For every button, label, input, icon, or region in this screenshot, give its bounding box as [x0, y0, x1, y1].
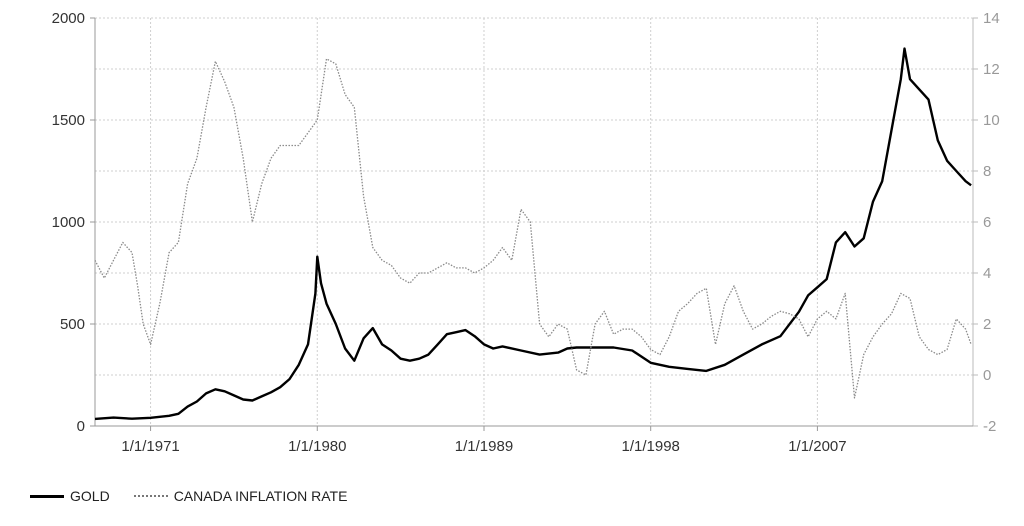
x-tick-label: 1/1/1998 [622, 438, 680, 455]
legend-swatch-gold [30, 494, 64, 498]
x-tick-label: 1/1/1980 [288, 438, 346, 455]
right-tick-label: -2 [983, 418, 996, 435]
right-tick-label: 0 [983, 367, 991, 384]
tick-labels: 1/1/1971 1/1/1980 1/1/1989 1/1/1998 1/1/2007… [52, 10, 1000, 455]
right-tick-label: 8 [983, 163, 991, 180]
legend: GOLD CANADA INFLATION RATE [30, 486, 371, 506]
right-tick-label: 12 [983, 61, 1000, 78]
legend-label-canada-inflation: CANADA INFLATION RATE [173, 488, 348, 504]
gold-vs-canada-inflation-chart: 1/1/1971 1/1/1980 1/1/1989 1/1/1998 1/1/2007… [52, 10, 1000, 455]
legend-item-canada-inflation: CANADA INFLATION RATE [133, 488, 348, 504]
legend-swatch-canada-inflation [133, 495, 168, 497]
x-tick-label: 1/1/1971 [121, 438, 179, 455]
legend-item-gold: GOLD [30, 488, 110, 504]
left-tick-label: 500 [60, 316, 85, 333]
right-tick-label: 4 [983, 265, 991, 282]
x-tick-label: 1/1/2007 [788, 438, 846, 455]
axes [90, 17, 978, 431]
series-line-canada-inflation [94, 58, 972, 399]
left-tick-label: 2000 [52, 10, 85, 27]
right-tick-label: 6 [983, 214, 991, 231]
series-line-gold [94, 47, 972, 421]
left-tick-label: 0 [77, 418, 85, 435]
left-tick-label: 1000 [52, 214, 85, 231]
left-tick-label: 1500 [52, 112, 85, 129]
grid-lines [95, 17, 973, 427]
x-tick-label: 1/1/1989 [455, 438, 513, 455]
series-layer [94, 47, 972, 421]
right-tick-label: 2 [983, 316, 991, 333]
right-tick-label: 10 [983, 112, 1000, 129]
legend-label-gold: GOLD [70, 488, 110, 504]
right-tick-label: 14 [983, 10, 1000, 27]
